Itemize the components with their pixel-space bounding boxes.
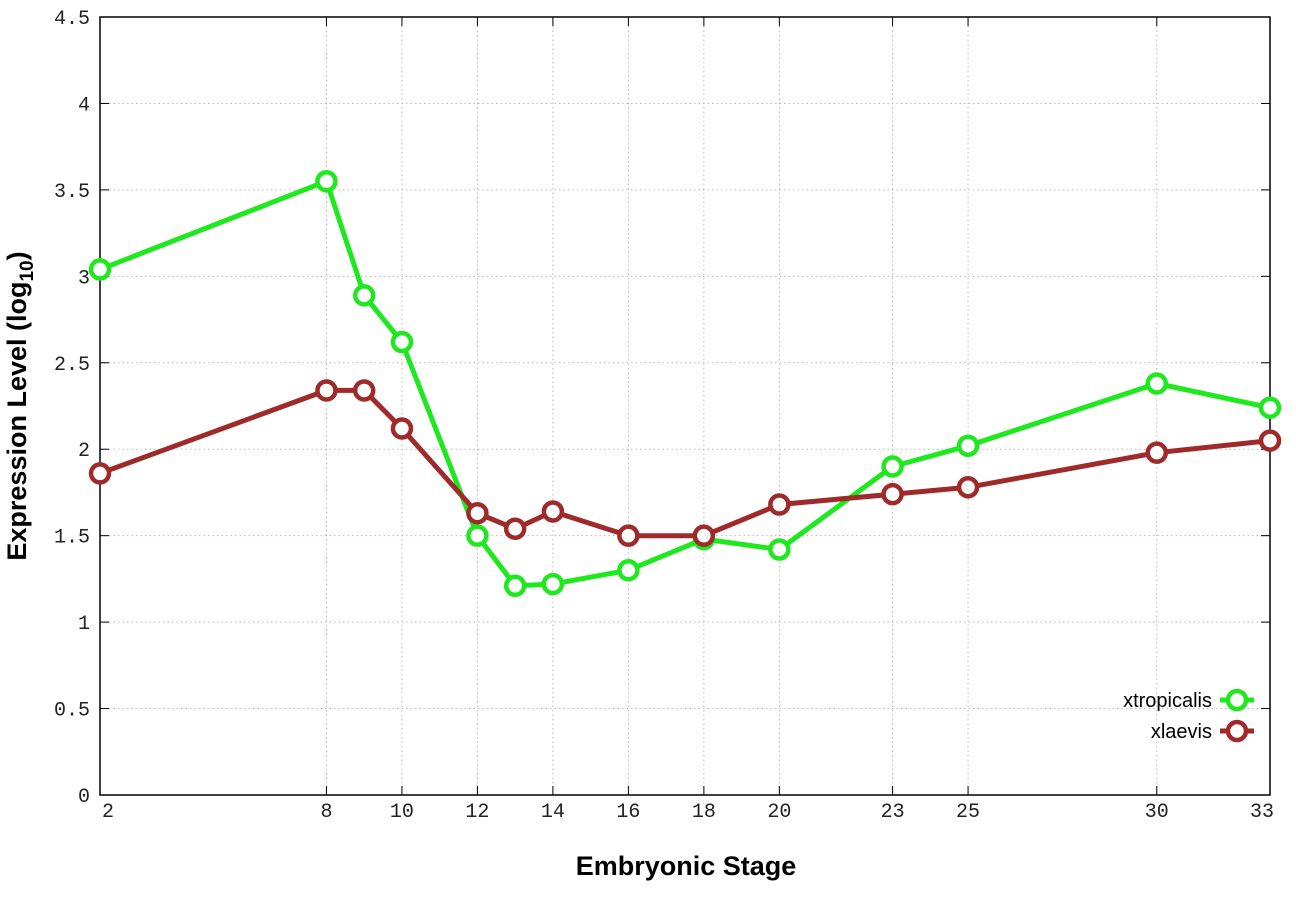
- data-point-xtropicalis: [768, 538, 791, 561]
- data-point-xlaevis: [768, 493, 791, 516]
- data-point-xlaevis: [541, 500, 565, 523]
- x-tick-label: 18: [692, 801, 716, 824]
- data-point-xlaevis: [390, 417, 414, 440]
- y-tick-label: 4.5: [54, 8, 90, 31]
- legend-label-xtropicalis: xtropicalis: [1123, 690, 1212, 712]
- x-tick-label: 12: [465, 801, 489, 824]
- series-line-xlaevis: [99, 387, 1271, 539]
- x-tick-label: 30: [1145, 801, 1169, 824]
- data-point-xlaevis: [466, 501, 489, 525]
- grid-lines: [100, 17, 1270, 795]
- data-point-xlaevis: [1145, 441, 1169, 464]
- legend-label-xlaevis: xlaevis: [1151, 721, 1212, 743]
- y-tick-labels: 0 0.5 1 1.5 2 2.5 3 3.5 4 4.5: [54, 8, 90, 809]
- y-tick-label: 1.5: [54, 527, 90, 550]
- x-tick-labels: 2 8 10 12 14 16 18 20 23 25 30 33: [102, 801, 1274, 824]
- data-point-xlaevis: [881, 482, 904, 506]
- x-axis-title: Embryonic Stage: [576, 851, 797, 881]
- data-point-xtropicalis: [390, 330, 414, 354]
- y-tick-label: 4: [78, 94, 90, 117]
- data-point-xtropicalis: [1145, 372, 1169, 395]
- tick-marks: [99, 16, 1271, 796]
- y-axis-title-subscript: 10: [17, 260, 38, 281]
- y-tick-label: 3.5: [54, 181, 90, 204]
- data-point-xtropicalis: [88, 258, 112, 281]
- data-point-xtropicalis: [466, 524, 489, 547]
- data-point-xlaevis: [503, 517, 527, 541]
- series-line-xtropicalis: [99, 178, 1271, 589]
- data-point-xtropicalis: [315, 169, 338, 193]
- data-point-xtropicalis: [352, 284, 376, 307]
- x-tick-label: 20: [767, 801, 791, 824]
- y-tick-label: 2: [78, 440, 90, 463]
- y-axis-title-end: ): [2, 251, 32, 260]
- y-tick-label: 0.5: [54, 700, 90, 723]
- y-tick-label: 1: [78, 613, 90, 636]
- y-tick-label: 0: [78, 786, 90, 809]
- x-tick-label: 8: [320, 801, 332, 824]
- y-tick-label: 2.5: [54, 354, 90, 377]
- legend-marker-xlaevis: [1225, 719, 1249, 743]
- x-tick-label: 25: [956, 801, 980, 824]
- data-point-xtropicalis: [1258, 396, 1282, 419]
- data-point-xlaevis: [88, 462, 112, 485]
- x-tick-label: 10: [390, 801, 414, 824]
- series-group: [88, 169, 1282, 598]
- data-point-xlaevis: [956, 476, 980, 499]
- data-point-xtropicalis: [956, 434, 980, 458]
- data-point-xlaevis: [1258, 429, 1282, 452]
- data-point-xlaevis: [692, 524, 716, 547]
- data-point-xtropicalis: [881, 455, 904, 478]
- data-point-xlaevis: [617, 524, 640, 547]
- data-point-xtropicalis: [541, 572, 565, 596]
- x-tick-label: 14: [541, 801, 565, 824]
- legend-marker-xtropicalis: [1225, 688, 1249, 712]
- legend: xtropicalis xlaevis: [1123, 688, 1254, 743]
- x-tick-label: 33: [1250, 801, 1274, 824]
- data-point-xtropicalis: [617, 558, 640, 582]
- data-point-xtropicalis: [503, 574, 527, 598]
- y-axis-title: Expression Level (log10): [2, 251, 38, 560]
- x-tick-label: 23: [881, 801, 905, 824]
- x-tick-label: 16: [616, 801, 640, 824]
- y-axis-title-main: Expression Level (log: [2, 282, 32, 561]
- data-point-xlaevis: [352, 379, 376, 402]
- data-point-xlaevis: [315, 379, 338, 402]
- y-tick-label: 3: [78, 267, 90, 290]
- x-tick-label: 2: [102, 801, 114, 824]
